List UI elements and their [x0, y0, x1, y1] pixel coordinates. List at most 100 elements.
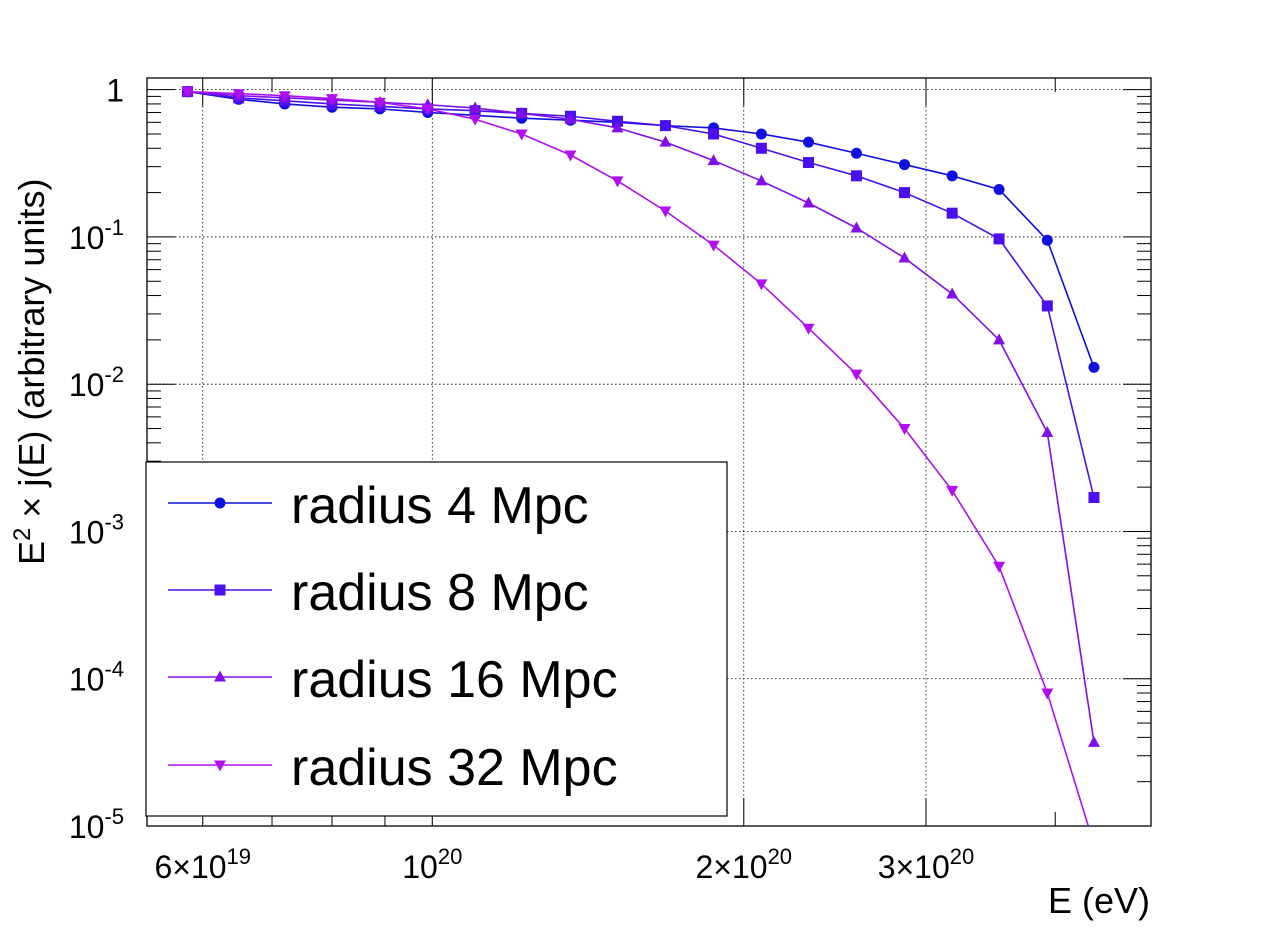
x-tick-exp: 20: [438, 844, 462, 869]
data-point: [1088, 492, 1100, 504]
data-point: [898, 424, 911, 436]
legend-marker: [214, 497, 226, 509]
data-point: [564, 150, 577, 162]
data-point: [1088, 361, 1100, 373]
data-point: [373, 97, 386, 109]
data-point: [993, 183, 1005, 195]
series-line: [187, 90, 1090, 826]
data-point: [993, 333, 1006, 345]
data-point: [993, 561, 1006, 573]
y-tick-label: 10-1: [69, 215, 124, 256]
y-tick-label: 1: [106, 73, 124, 109]
y-tick-label: 10-3: [69, 509, 124, 550]
data-point: [850, 170, 862, 182]
data-point: [802, 196, 815, 208]
y-tick-exp: -5: [104, 804, 124, 829]
legend-box: [145, 461, 728, 817]
y-tick-base: 10: [69, 809, 105, 845]
data-point: [802, 323, 815, 335]
y-axis-label-exp: 2: [9, 528, 36, 541]
y-tick-base: 10: [69, 662, 105, 698]
x-tick-base: 10: [732, 849, 768, 885]
x-tick-base: 10: [191, 849, 227, 885]
y-tick-exp: -4: [104, 657, 124, 682]
x-tick-labels: 6×1019 1020 2×1020 3×1020: [154, 844, 974, 885]
y-tick-exp: -1: [104, 215, 124, 240]
y-axis-label-rest: × j(E) (arbitrary units): [11, 179, 52, 528]
data-point: [946, 170, 958, 182]
x-tick-label: 2×1020: [695, 844, 792, 885]
data-point: [946, 287, 959, 299]
data-point: [326, 94, 339, 106]
data-point: [659, 206, 672, 218]
series-line: [187, 90, 1095, 498]
legend-label: radius 8 Mpc: [291, 564, 589, 622]
x-tick-label: 1020: [402, 844, 462, 885]
series-3: [181, 85, 1100, 747]
data-point: [564, 112, 577, 124]
data-point: [708, 128, 720, 140]
data-point: [803, 157, 815, 169]
y-tick-label: 10-4: [69, 657, 124, 698]
x-tick-mantissa: 2×: [695, 849, 731, 885]
x-tick-mantissa: 3×: [878, 849, 914, 885]
y-tick-labels: 110-110-210-310-410-5: [69, 73, 124, 845]
data-point: [898, 187, 910, 199]
data-point: [232, 89, 245, 101]
data-point: [707, 240, 720, 252]
data-point: [898, 251, 911, 263]
data-point: [278, 91, 291, 103]
data-point: [898, 159, 910, 171]
data-point: [515, 129, 528, 141]
legend-marker: [214, 670, 226, 682]
data-point: [850, 369, 863, 381]
x-tick-label: 3×1020: [878, 844, 975, 885]
x-tick-exp: 20: [950, 844, 974, 869]
data-point: [1041, 234, 1053, 246]
y-tick-label: 10-2: [69, 362, 124, 403]
data-point: [803, 136, 815, 148]
data-point: [1041, 688, 1054, 700]
x-tick-label: 6×1019: [154, 844, 251, 885]
data-point: [659, 135, 672, 147]
legend: radius 4 Mpc radius 8 Mpc radius 16 Mpc rad…: [145, 461, 728, 817]
data-point: [181, 87, 194, 99]
x-tick-exp: 19: [227, 844, 251, 869]
data-point: [611, 176, 624, 188]
data-point: [850, 147, 862, 159]
x-axis-label: E (eV): [1048, 880, 1150, 921]
data-point: [707, 154, 720, 166]
x-tick-base: 10: [914, 849, 950, 885]
data-point: [755, 142, 767, 154]
y-tick-exp: -3: [104, 509, 124, 534]
data-point: [659, 120, 671, 132]
y-tick-base: 10: [69, 220, 105, 256]
data-point: [1041, 300, 1053, 312]
data-point: [946, 485, 959, 497]
data-point: [850, 221, 863, 233]
data-point: [611, 115, 623, 127]
x-tick-base: 10: [402, 849, 438, 885]
series-4: [181, 87, 1090, 826]
legend-label: radius 32 Mpc: [291, 739, 618, 797]
y-axis-label: E2 × j(E) (arbitrary units): [9, 179, 52, 565]
data-point: [993, 233, 1005, 245]
data-point: [421, 104, 434, 116]
series-line: [187, 90, 1095, 743]
data-point: [755, 174, 768, 186]
x-tick-mantissa: 6×: [154, 849, 190, 885]
series-layer: [181, 85, 1100, 826]
data-point: [946, 207, 958, 219]
legend-marker: [214, 584, 226, 596]
legend-marker: [214, 760, 226, 772]
data-point: [469, 114, 482, 126]
data-point: [611, 121, 624, 133]
y-tick-exp: -2: [104, 362, 124, 387]
data-point: [1041, 425, 1054, 437]
y-tick-label: 10-5: [69, 804, 124, 845]
data-point: [755, 128, 767, 140]
x-tick-exp: 20: [768, 844, 792, 869]
data-point: [515, 106, 528, 118]
data-point: [1087, 735, 1100, 747]
